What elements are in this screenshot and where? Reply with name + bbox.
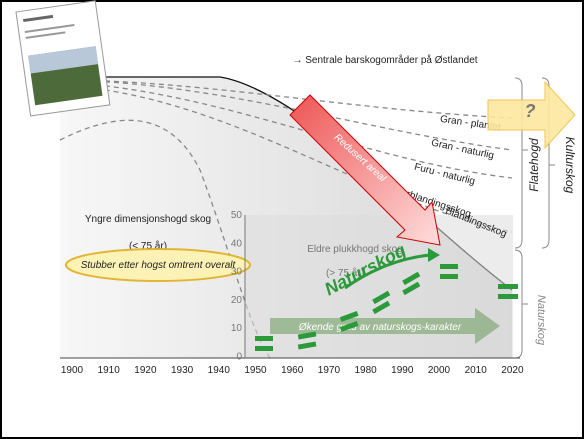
x-tick-label: 1980 bbox=[354, 365, 377, 376]
region-label: Eldre plukkhogd skog bbox=[307, 244, 403, 255]
x-tick-label: 2020 bbox=[501, 365, 524, 376]
dashed-curves bbox=[59, 79, 513, 359]
x-tick-label: 1960 bbox=[281, 365, 304, 376]
x-tick-label: 1910 bbox=[98, 365, 121, 376]
x-tick-label: 1930 bbox=[171, 365, 194, 376]
stumps-label: Stubber etter hogst omtrent overalt bbox=[81, 260, 237, 271]
inner-panel bbox=[245, 215, 513, 358]
y-tick-label: 50 bbox=[231, 210, 243, 221]
x-tick-label: 1970 bbox=[318, 365, 341, 376]
bracket-culture bbox=[541, 77, 555, 249]
natural-arrowhead bbox=[428, 248, 440, 262]
stumps-ellipse bbox=[65, 248, 251, 282]
natural-dashes bbox=[255, 264, 518, 351]
y-tick-label: 20 bbox=[231, 295, 243, 306]
reduced-arrow bbox=[289, 94, 441, 246]
question: ? bbox=[525, 101, 536, 121]
natural-arrow bbox=[344, 253, 431, 290]
title: → Sentrale barskogområder på Østlandet bbox=[292, 54, 477, 66]
x-tick-label: 1920 bbox=[134, 365, 157, 376]
region-label: Yngre dimensjonshogd skog bbox=[85, 214, 211, 225]
trend-arrow bbox=[270, 308, 500, 344]
x-tick-label: 2000 bbox=[428, 365, 451, 376]
y-tick-label: 30 bbox=[231, 267, 243, 278]
x-tick-label: 2010 bbox=[465, 365, 488, 376]
report-cover bbox=[15, 0, 111, 117]
bracket-label: Flatehogd bbox=[527, 138, 541, 192]
x-tick-label: 1990 bbox=[391, 365, 414, 376]
region-age: (> 75 år) bbox=[326, 267, 364, 279]
y-tick-label: 0 bbox=[236, 352, 242, 363]
bracket-clearcut bbox=[514, 77, 528, 249]
bracket-label: Kulturskog bbox=[563, 137, 577, 194]
x-tick-label: 1940 bbox=[208, 365, 231, 376]
question-arrow bbox=[487, 80, 576, 150]
trend-label: Økende grad av naturskogs-karakter bbox=[298, 322, 462, 333]
bracket-natural bbox=[514, 249, 528, 359]
x-tick-label: 1950 bbox=[244, 365, 267, 376]
y-tick-label: 10 bbox=[231, 323, 243, 334]
ticks: 1900 1910 1920 1930 1940 1950 1960 1970 1980 1990… bbox=[61, 210, 524, 376]
y-tick-label: 40 bbox=[231, 238, 243, 249]
x-tick-label: 1900 bbox=[61, 365, 84, 376]
bracket-label: Naturskog bbox=[535, 295, 547, 346]
